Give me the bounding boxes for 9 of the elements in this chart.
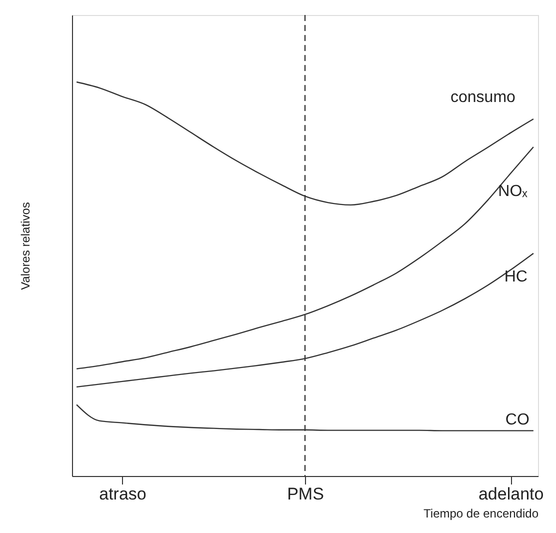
series-label: consumo bbox=[450, 89, 516, 106]
x-axis-title: Tiempo de encendido bbox=[424, 506, 539, 520]
x-tick-label: atraso bbox=[99, 484, 146, 504]
x-tick-label: PMS bbox=[287, 484, 324, 504]
series-label: CO bbox=[505, 412, 530, 429]
x-tick-label: adelanto bbox=[478, 484, 544, 504]
series-label: NOₓ bbox=[498, 182, 528, 200]
series-label: HC bbox=[504, 268, 528, 286]
y-axis-title: Valores relativos bbox=[18, 202, 32, 290]
